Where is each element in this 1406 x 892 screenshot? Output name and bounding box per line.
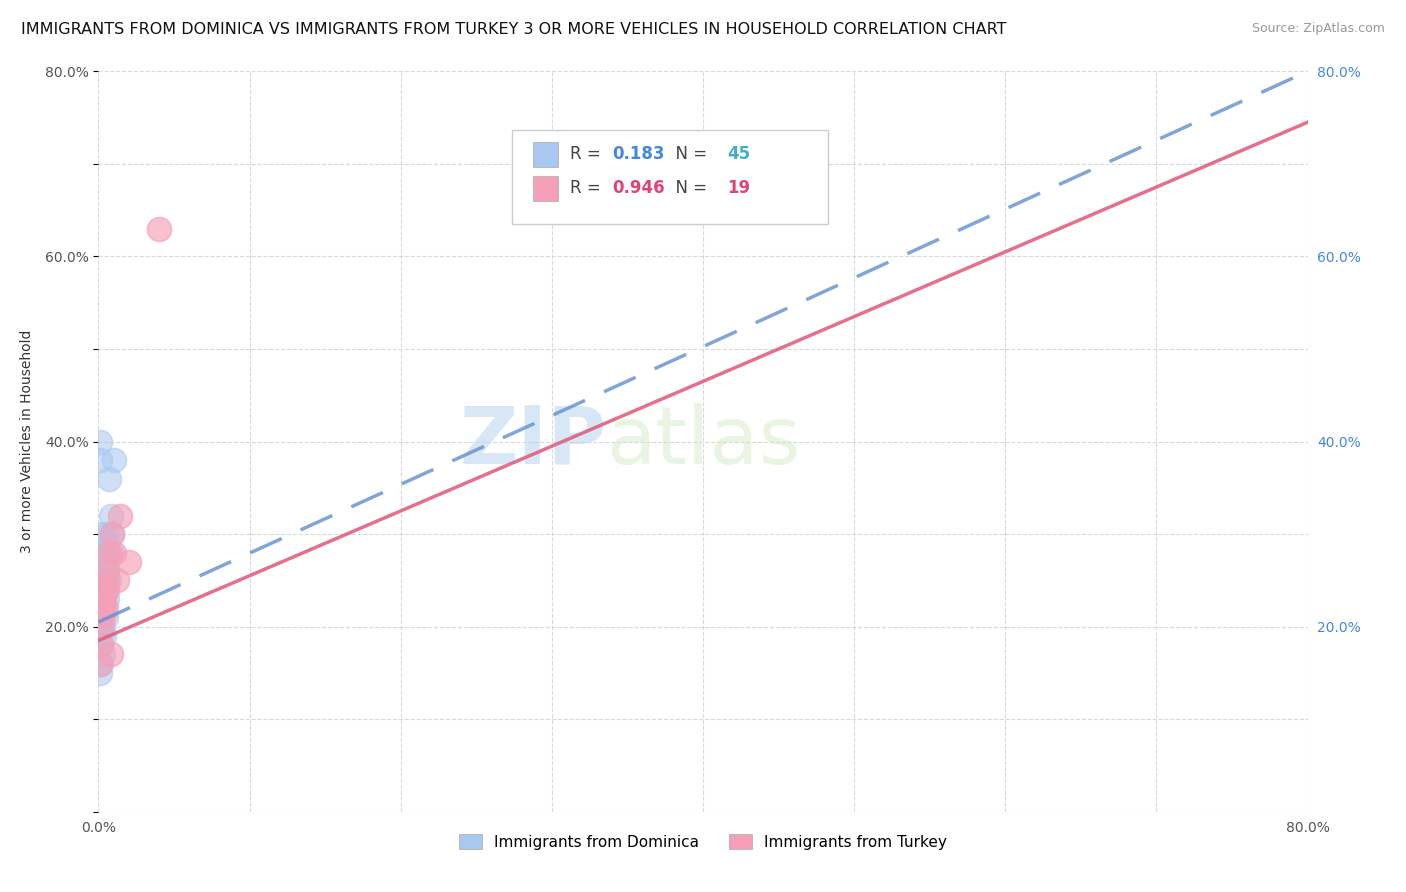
Point [98, 472, 121, 486]
Point [101, 527, 124, 541]
Point [90, 657, 112, 671]
Point [91, 527, 114, 541]
Point [94, 601, 117, 615]
Point [94, 574, 117, 588]
Point [103, 545, 125, 560]
Point [108, 508, 131, 523]
Point [100, 648, 122, 662]
Point [91, 648, 114, 662]
Point [90, 619, 112, 633]
Point [103, 453, 125, 467]
Point [94, 564, 117, 578]
Point [89, 657, 111, 671]
Text: 0.946: 0.946 [612, 179, 665, 197]
Point [91, 610, 114, 624]
Point [90, 591, 112, 606]
Point [93, 582, 115, 597]
Point [89, 619, 111, 633]
Point [96, 527, 118, 541]
Point [90, 610, 112, 624]
Text: 45: 45 [727, 145, 751, 163]
Legend: Immigrants from Dominica, Immigrants from Turkey: Immigrants from Dominica, Immigrants fro… [453, 828, 953, 856]
Point [91, 591, 114, 606]
Point [89, 601, 111, 615]
Point [89, 665, 111, 680]
Text: R =: R = [569, 179, 606, 197]
Point [90, 555, 112, 569]
Text: ZIP: ZIP [458, 402, 606, 481]
Point [91, 601, 114, 615]
Point [118, 555, 141, 569]
Point [101, 527, 124, 541]
Point [96, 582, 118, 597]
Text: N =: N = [665, 145, 713, 163]
Point [100, 508, 122, 523]
Point [93, 601, 115, 615]
Point [105, 574, 128, 588]
Point [93, 536, 115, 550]
Point [90, 638, 112, 652]
Text: IMMIGRANTS FROM DOMINICA VS IMMIGRANTS FROM TURKEY 3 OR MORE VEHICLES IN HOUSEHO: IMMIGRANTS FROM DOMINICA VS IMMIGRANTS F… [21, 22, 1007, 37]
Point [89, 638, 111, 652]
Y-axis label: 3 or more Vehicles in Household: 3 or more Vehicles in Household [20, 330, 34, 553]
Text: 19: 19 [727, 179, 751, 197]
Point [96, 555, 118, 569]
Point [91, 564, 114, 578]
Point [93, 555, 115, 569]
Point [148, 221, 170, 235]
Point [96, 564, 118, 578]
Text: R =: R = [569, 145, 606, 163]
Point [90, 564, 112, 578]
Point [89, 582, 111, 597]
Text: 0.183: 0.183 [612, 145, 664, 163]
Point [100, 545, 122, 560]
Point [90, 545, 112, 560]
Point [90, 601, 112, 615]
Point [93, 591, 115, 606]
Point [98, 574, 121, 588]
Point [89, 453, 111, 467]
Point [94, 610, 117, 624]
Point [91, 574, 114, 588]
Text: N =: N = [665, 179, 713, 197]
Point [94, 582, 117, 597]
Point [89, 434, 111, 449]
Point [91, 545, 114, 560]
Point [96, 574, 118, 588]
Point [90, 629, 112, 643]
Text: Source: ZipAtlas.com: Source: ZipAtlas.com [1251, 22, 1385, 36]
Point [94, 545, 117, 560]
Point [93, 574, 115, 588]
Point [90, 574, 112, 588]
Text: atlas: atlas [606, 402, 800, 481]
Point [91, 601, 114, 615]
Point [98, 545, 121, 560]
Point [89, 574, 111, 588]
Point [93, 629, 115, 643]
Point [96, 591, 118, 606]
Point [89, 591, 111, 606]
Point [93, 582, 115, 597]
Point [91, 619, 114, 633]
Point [91, 582, 114, 597]
